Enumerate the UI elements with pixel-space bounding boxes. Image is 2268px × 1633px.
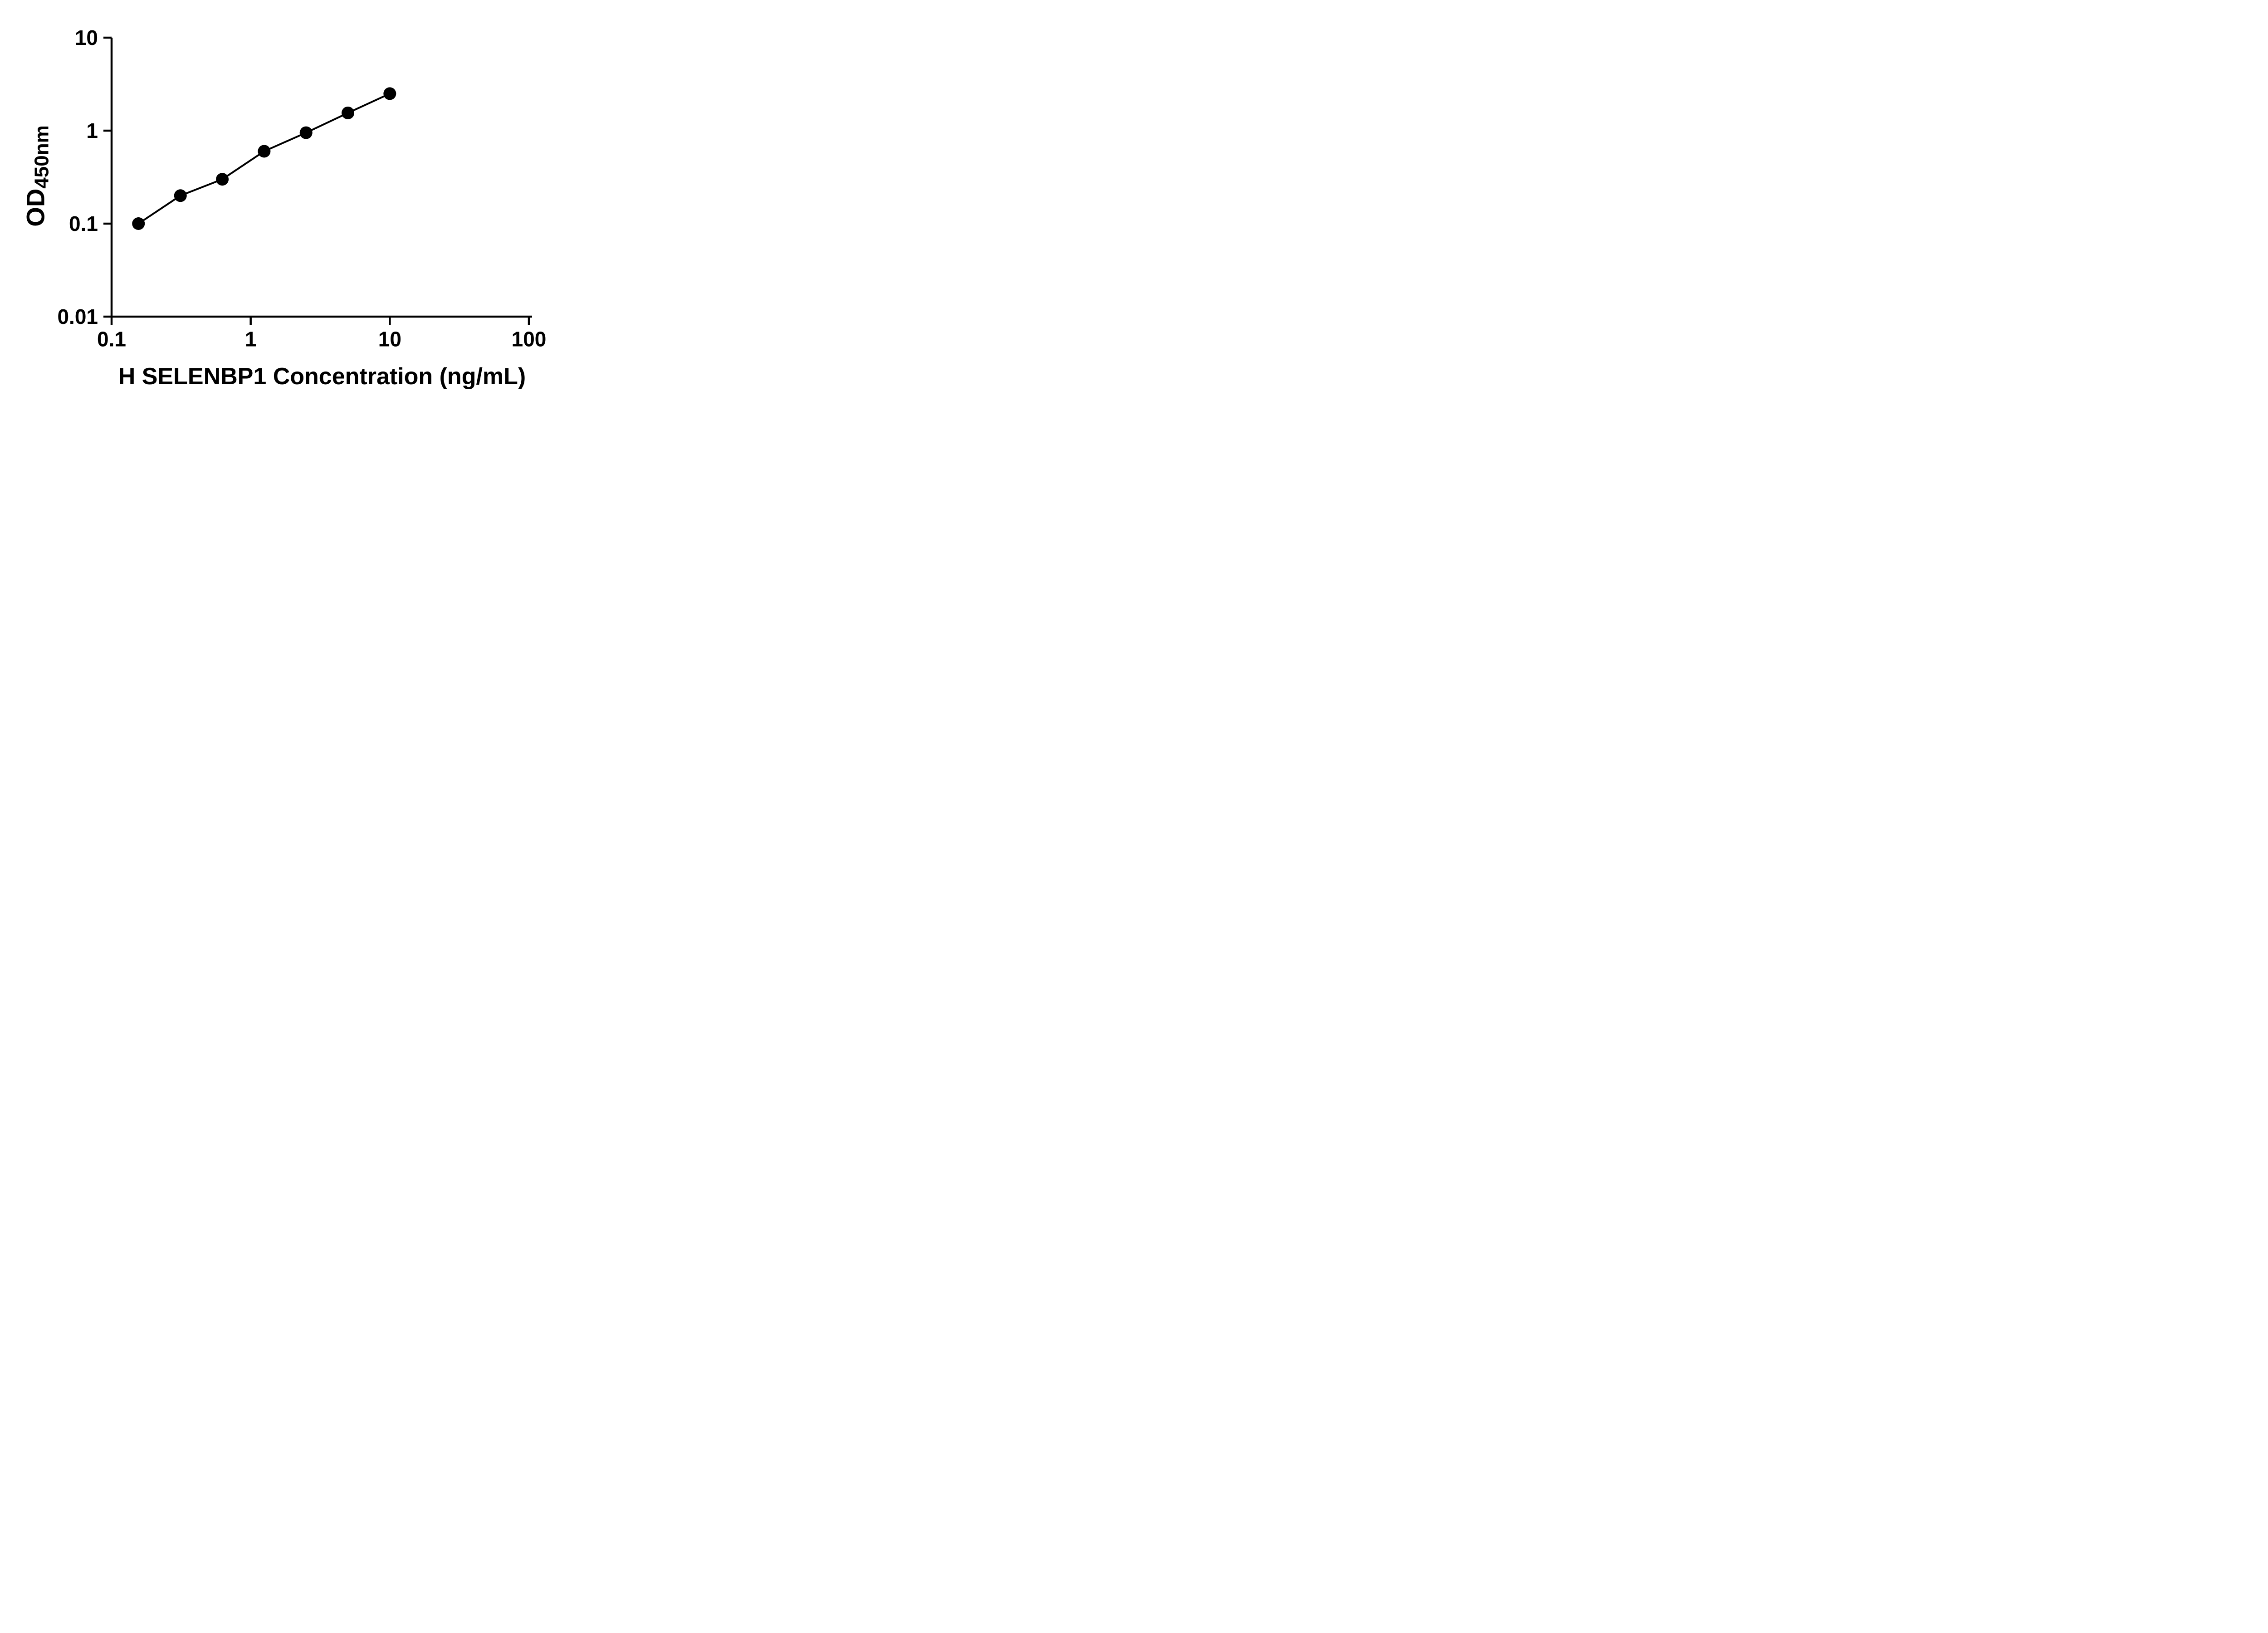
y-tick-label: 0.01	[57, 305, 98, 328]
y-axis-label: OD450nm	[21, 125, 53, 227]
data-point	[342, 106, 355, 119]
x-axis-label: H SELENBP1 Concentration (ng/mL)	[118, 363, 526, 390]
x-tick-label: 100	[512, 328, 547, 351]
y-axis-label-subscript: 450nm	[30, 125, 53, 189]
y-tick-label: 10	[75, 26, 98, 49]
y-tick-label: 1	[86, 119, 98, 142]
data-point	[299, 126, 313, 139]
data-point	[132, 217, 145, 230]
data-point	[174, 189, 187, 202]
data-point	[383, 87, 396, 100]
y-axis-label-main: OD	[21, 188, 50, 227]
x-tick-label: 10	[378, 328, 401, 351]
y-tick-label: 0.1	[69, 212, 98, 235]
standard-curve-chart: 0.1 1 10 100 0.01 0.1 1 10 OD450nm H SELENBP1 C…	[0, 0, 583, 408]
data-point	[216, 173, 229, 186]
x-tick-label: 0.1	[97, 328, 126, 351]
data-point	[258, 145, 271, 158]
x-tick-label: 1	[245, 328, 257, 351]
